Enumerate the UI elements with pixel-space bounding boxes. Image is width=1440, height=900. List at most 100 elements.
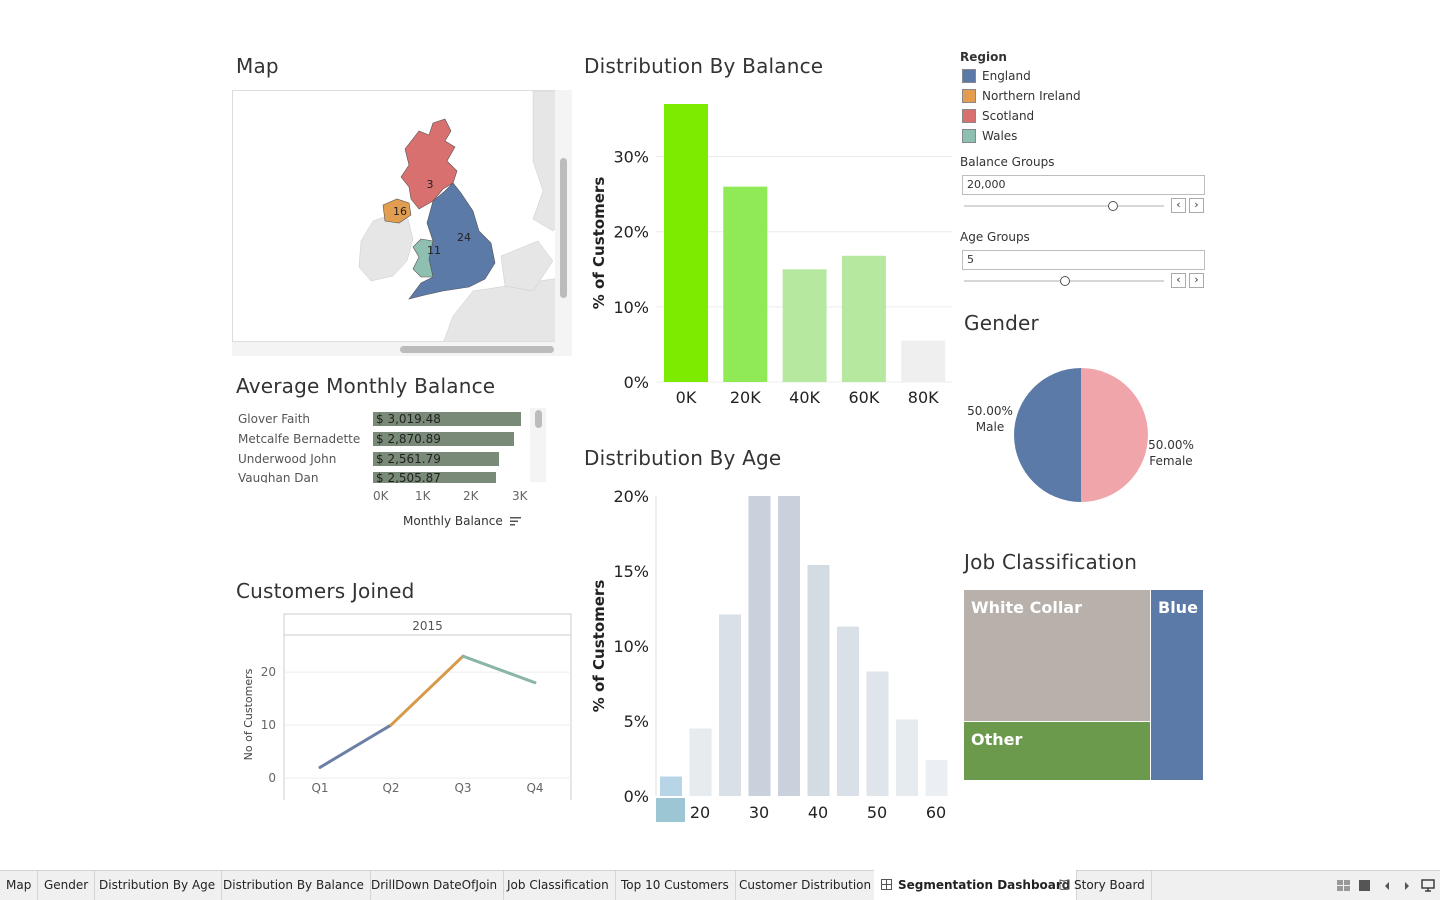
legend-item-england[interactable]: England bbox=[962, 68, 1031, 84]
avg-balance-bar[interactable] bbox=[373, 432, 514, 446]
bar[interactable] bbox=[778, 496, 800, 796]
next-sheet-icon[interactable] bbox=[1402, 881, 1412, 891]
legend-swatch bbox=[962, 89, 976, 103]
customers-joined-chart[interactable]: 2015 0 10 20 Q1 Q2 Q3 Q4 No of Customers bbox=[232, 610, 577, 810]
map-region-scotland[interactable] bbox=[400, 118, 458, 210]
balance-groups-slider[interactable] bbox=[964, 205, 1164, 207]
x-tick-label: 80K bbox=[908, 388, 939, 407]
age-groups-input[interactable]: 5 bbox=[962, 250, 1205, 270]
bar[interactable] bbox=[664, 104, 708, 382]
selected-bin-marker[interactable] bbox=[656, 798, 685, 822]
tab-segmentation-dashboard[interactable]: Segmentation Dashboard bbox=[874, 870, 1078, 900]
y-axis-label: % of Customers bbox=[590, 580, 608, 713]
avg-balance-chart[interactable]: Glover Faith $ 3,019.48 Metcalfe Bernade… bbox=[236, 407, 536, 483]
y-axis-label: No of Customers bbox=[242, 668, 255, 760]
treemap-cell-white-collar[interactable]: White Collar bbox=[964, 590, 1150, 721]
bar[interactable] bbox=[901, 340, 946, 382]
avg-balance-scrollbar[interactable] bbox=[530, 408, 546, 482]
avg-balance-tick: 3K bbox=[512, 489, 528, 503]
story-icon bbox=[1059, 879, 1070, 890]
bar[interactable] bbox=[925, 760, 948, 796]
age-groups-label: Age Groups bbox=[960, 230, 1030, 244]
line-segment[interactable] bbox=[389, 654, 465, 727]
treemap-cell-blue[interactable]: Blue bbox=[1151, 590, 1203, 780]
age-groups-slider-knob[interactable] bbox=[1060, 276, 1070, 286]
x-tick-label: 60K bbox=[848, 388, 879, 407]
tab-job-classification[interactable]: Job Classification bbox=[501, 870, 616, 900]
balance-groups-next-button[interactable]: › bbox=[1189, 198, 1204, 213]
bar[interactable] bbox=[719, 614, 741, 797]
age-groups-prev-button[interactable]: ‹ bbox=[1171, 273, 1186, 288]
y-tick-label: 0 bbox=[268, 771, 276, 785]
legend-item-scotland[interactable]: Scotland bbox=[962, 108, 1034, 124]
avg-balance-bar[interactable] bbox=[373, 452, 499, 466]
gender-pie-chart[interactable]: 50.00% Male 50.00% Female bbox=[960, 360, 1210, 510]
tab-map[interactable]: Map bbox=[0, 870, 39, 900]
y-tick-label: 0% bbox=[624, 373, 649, 392]
avg-balance-bar[interactable] bbox=[373, 412, 521, 426]
bar[interactable] bbox=[723, 186, 768, 382]
balance-groups-prev-button[interactable]: ‹ bbox=[1171, 198, 1186, 213]
treemap-label: White Collar bbox=[971, 598, 1082, 617]
map-label-wales: 11 bbox=[427, 244, 441, 257]
legend-label: Northern Ireland bbox=[982, 89, 1081, 103]
tab-story-board[interactable]: Story Board bbox=[1052, 870, 1152, 900]
tab-distribution-by-age[interactable]: Distribution By Age bbox=[93, 870, 223, 900]
legend-item-northern-ireland[interactable]: Northern Ireland bbox=[962, 88, 1081, 104]
map-view[interactable]: 3 16 24 11 bbox=[232, 90, 572, 342]
tab-top-10-customers[interactable]: Top 10 Customers bbox=[615, 870, 736, 900]
legend-label: Wales bbox=[982, 129, 1018, 143]
bar[interactable] bbox=[841, 255, 886, 382]
show-tabs-icon[interactable] bbox=[1359, 880, 1371, 892]
map-region-wales[interactable] bbox=[412, 238, 434, 278]
bar[interactable] bbox=[689, 728, 712, 797]
tab-drilldown-dateofjoin[interactable]: DrillDown DateOfJoin bbox=[365, 870, 505, 900]
treemap-cell-other[interactable]: Other bbox=[964, 722, 1150, 780]
pie-label-percent: 50.00% bbox=[1148, 438, 1194, 452]
bar[interactable] bbox=[896, 719, 918, 797]
region-legend-title: Region bbox=[960, 50, 1007, 64]
balance-groups-label: Balance Groups bbox=[960, 155, 1055, 169]
pie-slice-female[interactable] bbox=[1081, 368, 1148, 502]
avg-balance-bar[interactable] bbox=[373, 472, 496, 483]
bar[interactable] bbox=[660, 776, 682, 797]
map-region-northern-ireland[interactable] bbox=[382, 198, 412, 224]
show-sheet-sorter-icon[interactable] bbox=[1337, 880, 1351, 892]
avg-balance-scroll-thumb[interactable] bbox=[535, 410, 542, 428]
legend-label: England bbox=[982, 69, 1031, 83]
presentation-mode-icon[interactable] bbox=[1421, 879, 1435, 892]
line-segment[interactable] bbox=[318, 723, 393, 769]
avg-balance-axis-label: Monthly Balance bbox=[403, 514, 503, 528]
bar[interactable] bbox=[837, 626, 859, 797]
tab-gender[interactable]: Gender bbox=[38, 870, 96, 900]
bar[interactable] bbox=[748, 496, 771, 796]
x-tick-label: Q4 bbox=[526, 781, 543, 795]
tab-customer-distribution[interactable]: Customer Distribution bbox=[733, 870, 879, 900]
y-tick-label: 20% bbox=[613, 223, 649, 242]
balance-groups-input[interactable]: 20,000 bbox=[962, 175, 1205, 195]
bar[interactable] bbox=[782, 269, 827, 382]
pie-slice-male[interactable] bbox=[1014, 368, 1081, 502]
map-label-england: 24 bbox=[457, 231, 471, 244]
y-tick-label: 0% bbox=[624, 787, 649, 806]
avg-balance-tick: 2K bbox=[463, 489, 479, 503]
balance-groups-slider-knob[interactable] bbox=[1108, 201, 1118, 211]
dashboard-icon bbox=[881, 879, 892, 890]
tab-distribution-by-balance[interactable]: Distribution By Balance bbox=[217, 870, 371, 900]
avg-balance-axis-label-wrap[interactable]: Monthly Balance bbox=[403, 514, 523, 528]
bar[interactable] bbox=[866, 671, 889, 797]
line-segment[interactable] bbox=[461, 654, 537, 685]
age-groups-next-button[interactable]: › bbox=[1189, 273, 1204, 288]
map-horizontal-scroll-thumb[interactable] bbox=[400, 346, 554, 353]
dist-age-chart[interactable]: 0% 5% 10% 15% 20% 20 30 40 50 60 % of Customers bbox=[584, 480, 954, 828]
map-vertical-scroll-thumb[interactable] bbox=[560, 158, 567, 298]
y-tick-label: 20 bbox=[261, 665, 276, 679]
prev-sheet-icon[interactable] bbox=[1382, 881, 1392, 891]
legend-item-wales[interactable]: Wales bbox=[962, 128, 1017, 144]
tab-label: Story Board bbox=[1074, 878, 1145, 892]
dist-balance-chart[interactable]: 0% 10% 20% 30% 0K 20K 40K 60K 80K % of Customers bbox=[584, 88, 954, 413]
sort-icon[interactable] bbox=[509, 515, 523, 527]
map-canvas[interactable]: 3 16 24 11 bbox=[233, 91, 572, 342]
bar[interactable] bbox=[807, 565, 830, 796]
y-tick-label: 15% bbox=[613, 562, 649, 581]
